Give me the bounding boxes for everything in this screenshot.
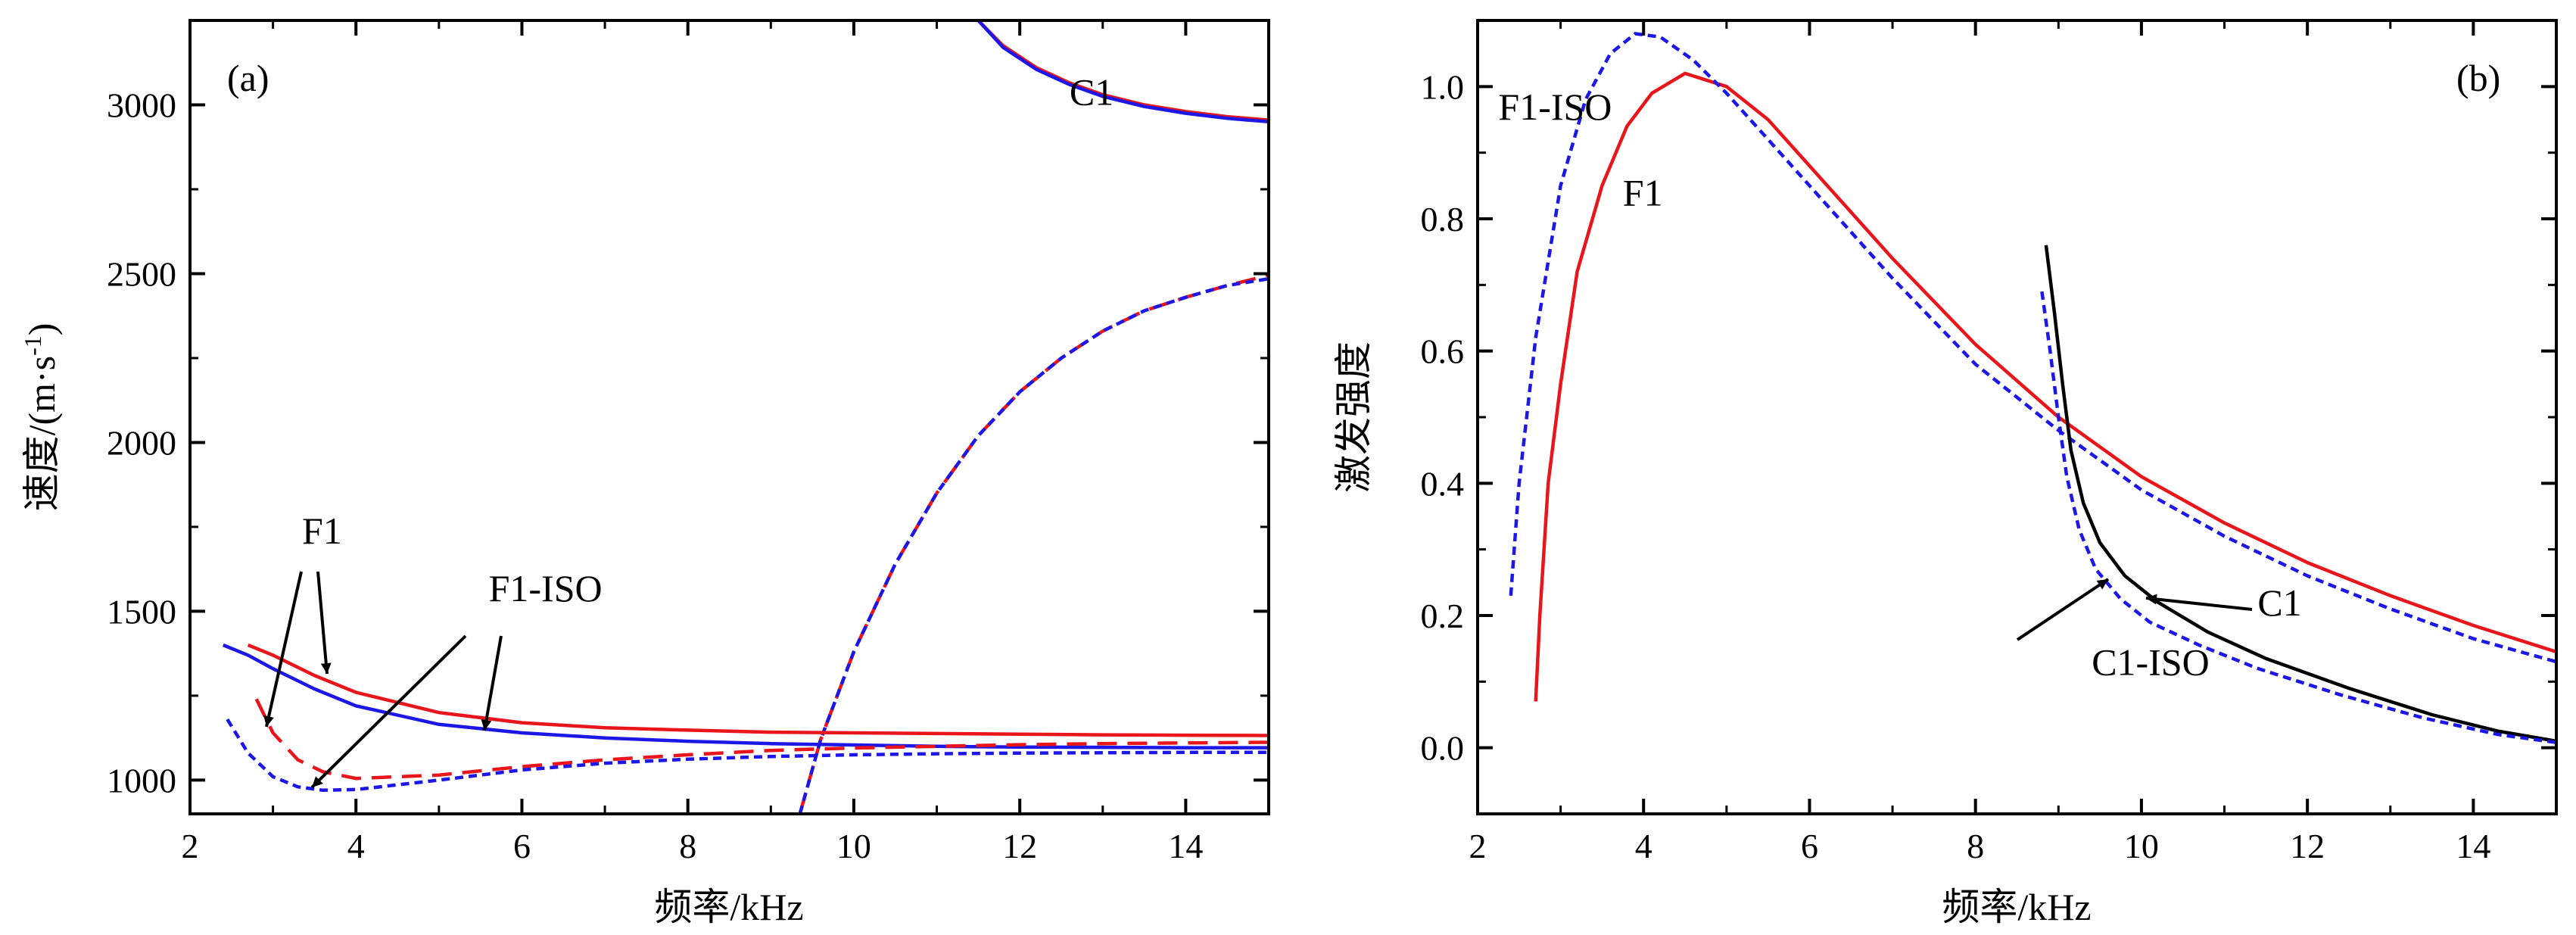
- panel-a-ylabel-main: 速度/(m·s: [20, 356, 63, 512]
- panel-b-xtick-label: 2: [1469, 827, 1487, 865]
- panel-b-ytick-label: 0.2: [1421, 597, 1465, 635]
- arrow-c1: [2145, 594, 2253, 611]
- panel-b-frame: [1476, 19, 2558, 815]
- panel-a-annot-c1: C1: [1070, 71, 1114, 114]
- panel-a-xtick-label: 12: [1002, 827, 1037, 865]
- panel-b-ylabel: 激发强度: [1332, 341, 1375, 493]
- panel-a-plot-area: [222, 20, 1269, 814]
- panel-b-xtick-label: 14: [2456, 827, 2490, 865]
- arrow-f1-a: [263, 571, 303, 728]
- panel-b-annot-f1: F1: [1623, 172, 1663, 214]
- panel-b-series-line-1: [1509, 32, 2556, 664]
- panel-a-ylabel-sup: -1: [19, 335, 46, 356]
- panel-a-xlabel: 频率/kHz: [654, 886, 803, 928]
- panel-a-series-line-4: [247, 643, 1269, 737]
- panel-a-ytick-label: 1500: [107, 592, 176, 631]
- panel-b-plot-area: [1509, 32, 2556, 744]
- panel-a-series-line-0: [977, 20, 1269, 122]
- panel-a-xtick-label: 8: [679, 827, 696, 865]
- panel-b-series-line-0: [1534, 71, 2556, 702]
- panel-a: 2 4 6 8 10 12 14 1000 1500 2000 2500 3000 (a) 频率/kH…: [19, 19, 1270, 928]
- panel-b-annot-c1: C1: [2257, 581, 2301, 624]
- panel-b-series-line-2: [2044, 245, 2556, 743]
- panel-a-series-line-6: [254, 698, 1269, 781]
- panel-a-annot-f1: F1: [302, 510, 342, 552]
- panel-a-xtick-label: 6: [513, 827, 531, 865]
- panel-a-xtick-label: 14: [1168, 827, 1203, 865]
- panel-a-series-line-5: [222, 643, 1269, 750]
- panel-a-ytick-label: 1000: [107, 761, 176, 799]
- panel-b-annot-c1iso: C1-ISO: [2092, 641, 2210, 684]
- panel-a-ticks: 2 4 6 8 10 12 14 1000 1500 2000 2500 3000: [107, 20, 1269, 865]
- panel-a-frame: [188, 19, 1270, 815]
- arrow-c1iso: [2016, 578, 2110, 641]
- panel-a-xtick-label: 2: [182, 827, 199, 865]
- panel-b-xtick-label: 8: [1967, 827, 1984, 865]
- panel-a-label: (a): [227, 57, 269, 99]
- panel-b-xlabel: 频率/kHz: [1942, 886, 2091, 928]
- panel-a-annot-f1iso: F1-ISO: [489, 567, 603, 609]
- panel-a-ylabel-close: ): [20, 323, 63, 336]
- panel-b-xtick-label: 12: [2290, 827, 2325, 865]
- panel-b-series-line-3: [2040, 291, 2556, 744]
- panel-b-ytick-label: 0.6: [1421, 332, 1465, 371]
- panel-a-arrows: [263, 571, 503, 789]
- arrow-f1-b: [316, 571, 332, 675]
- panel-a-ytick-label: 3000: [107, 86, 176, 124]
- panel-a-series-line-3: [798, 276, 1269, 814]
- panel-b-ytick-label: 0.0: [1421, 729, 1465, 768]
- panel-b: 2 4 6 8 10 12 140.00.20.40.60.81.0 (b) 频率/kHz …: [1332, 19, 2558, 928]
- panel-b-ytick-label: 0.8: [1421, 200, 1465, 238]
- panel-a-series-line-7: [226, 718, 1269, 793]
- panel-a-xtick-label: 10: [836, 827, 871, 865]
- panel-a-series-line-1: [977, 20, 1269, 124]
- arrow-f1iso-b: [481, 635, 503, 731]
- panel-b-xtick-label: 10: [2124, 827, 2159, 865]
- panel-b-xtick-label: 6: [1801, 827, 1818, 865]
- panel-b-ytick-label: 1.0: [1421, 67, 1465, 106]
- panel-b-annot-f1iso: F1-ISO: [1498, 86, 1612, 128]
- panel-a-xtick-label: 4: [347, 827, 365, 865]
- panel-a-ylabel: 速度/(m·s-1): [19, 323, 63, 512]
- panel-a-ytick-label: 2500: [107, 254, 176, 293]
- panel-b-xtick-label: 4: [1635, 827, 1652, 865]
- panel-b-arrows: [2016, 578, 2253, 641]
- panel-b-label: (b): [2456, 57, 2500, 99]
- panel-a-ytick-label: 2000: [107, 423, 176, 462]
- panel-b-ticks: 2 4 6 8 10 12 14 0.0 0.2 0.4 0.6 0.8 1.0: [1421, 19, 2556, 865]
- panel-b-ytick-label: 0.4: [1421, 464, 1465, 503]
- arrow-f1iso-a: [310, 634, 467, 789]
